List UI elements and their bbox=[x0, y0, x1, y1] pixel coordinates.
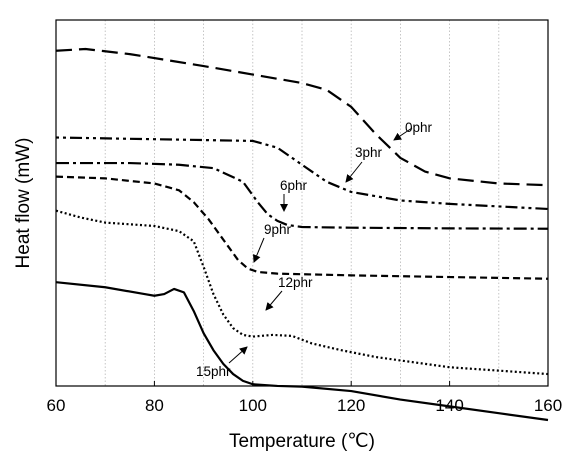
series-label: 3phr bbox=[355, 145, 383, 160]
series-label: 15phr bbox=[196, 364, 231, 379]
plot-frame bbox=[55, 19, 549, 387]
x-tick-label: 160 bbox=[534, 396, 562, 415]
vertical-gridlines bbox=[104, 20, 500, 386]
series-line-6phr bbox=[56, 161, 549, 230]
series-line-9phr bbox=[55, 175, 549, 280]
series-lines bbox=[55, 47, 549, 422]
x-tick-label: 60 bbox=[47, 396, 66, 415]
series-label: 6phr bbox=[280, 178, 308, 193]
annotation-arrow bbox=[265, 290, 283, 311]
x-tick-label: 140 bbox=[435, 396, 463, 415]
annotation-arrow bbox=[228, 346, 248, 364]
series-line-3phr bbox=[55, 136, 549, 211]
x-tick-label: 120 bbox=[337, 396, 365, 415]
annotation-arrow bbox=[345, 161, 363, 183]
annotation-arrow bbox=[252, 237, 265, 263]
annotation-arrow bbox=[393, 127, 413, 141]
x-axis-title: Temperature (℃) bbox=[229, 431, 375, 452]
series-annotations: 0phr 3phr 6phr 9phr 12phr 15phr bbox=[196, 120, 433, 379]
series-label: 0phr bbox=[405, 120, 433, 135]
series-label: 12phr bbox=[278, 275, 313, 290]
series-label: 9phr bbox=[264, 222, 292, 237]
series-line-0phr bbox=[55, 47, 549, 187]
x-tick-label: 100 bbox=[239, 396, 267, 415]
x-axis-ticks: 60 80 100 120 140 160 bbox=[47, 381, 562, 415]
x-tick-label: 80 bbox=[145, 396, 164, 415]
y-axis-title: Heat flow (mW) bbox=[13, 138, 34, 269]
series-line-12phr bbox=[55, 209, 549, 376]
series-line-15phr bbox=[55, 281, 549, 422]
